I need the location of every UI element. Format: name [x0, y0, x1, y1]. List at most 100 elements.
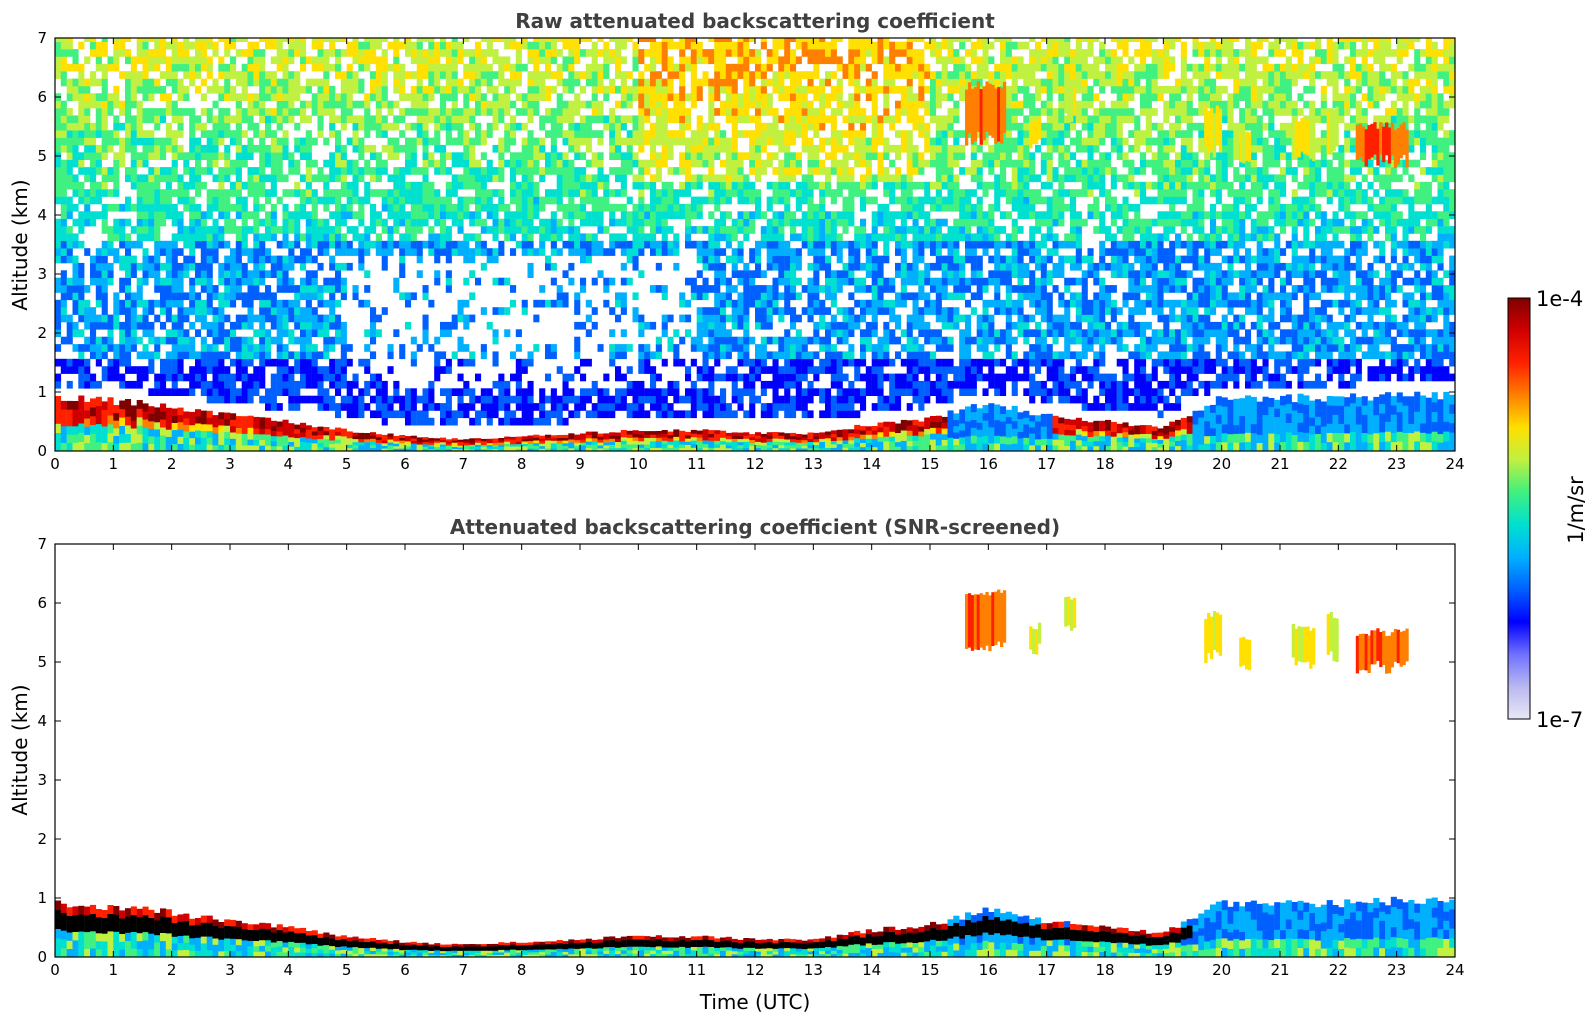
raw-noise-cell	[183, 240, 190, 249]
raw-noise-cell	[673, 115, 680, 124]
raw-noise-cell	[224, 63, 231, 72]
raw-noise-cell	[428, 181, 435, 190]
raw-noise-cell	[171, 78, 178, 87]
raw-noise-cell	[130, 314, 137, 323]
raw-noise-cell	[790, 100, 797, 109]
raw-noise-cell	[650, 395, 657, 404]
raw-noise-cell	[877, 38, 884, 42]
raw-noise-cell	[743, 351, 750, 360]
raw-noise-cell	[95, 358, 102, 367]
raw-noise-cell	[807, 211, 814, 219]
raw-noise-cell	[778, 71, 785, 79]
raw-noise-cell	[486, 196, 493, 205]
raw-noise-cell	[644, 100, 651, 109]
raw-noise-cell	[235, 336, 242, 345]
raw-noise-cell	[130, 63, 137, 72]
raw-noise-cell	[195, 144, 202, 153]
raw-noise-cell	[830, 226, 837, 234]
raw-noise-cell	[865, 321, 872, 330]
raw-noise-cell	[626, 366, 633, 374]
raw-noise-cell	[760, 122, 767, 131]
raw-noise-cell	[836, 211, 843, 219]
raw-noise-cell	[352, 159, 359, 168]
raw-noise-cell	[375, 174, 382, 183]
raw-noise-cell	[300, 41, 307, 50]
raw-noise-cell	[422, 417, 429, 426]
raw-noise-cell	[101, 226, 108, 234]
raw-noise-cell	[288, 71, 295, 79]
raw-noise-cell	[860, 159, 867, 168]
raw-noise-cell	[527, 174, 534, 183]
raw-noise-cell	[125, 270, 132, 278]
raw-noise-cell	[463, 144, 470, 153]
raw-noise-cell	[317, 395, 324, 404]
raw-noise-cell	[463, 240, 470, 249]
raw-noise-cell	[679, 203, 686, 212]
raw-noise-cell	[445, 395, 452, 404]
raw-noise-cell	[638, 233, 645, 242]
raw-noise-cell	[300, 137, 307, 146]
raw-noise-cell	[778, 395, 785, 404]
raw-noise-cell	[212, 358, 219, 367]
raw-noise-cell	[533, 100, 540, 109]
raw-noise-cell	[638, 403, 645, 411]
raw-noise-cell	[469, 122, 476, 131]
raw-noise-cell	[772, 181, 779, 190]
raw-noise-cell	[568, 85, 575, 94]
raw-noise-cell	[842, 71, 849, 79]
raw-noise-cell	[527, 417, 534, 426]
raw-noise-cell	[679, 122, 686, 131]
raw-noise-cell	[702, 403, 709, 411]
raw-noise-cell	[335, 174, 342, 183]
raw-noise-cell	[428, 56, 435, 65]
raw-noise-cell	[778, 130, 785, 138]
raw-noise-cell	[708, 167, 715, 175]
raw-noise-cell	[860, 240, 867, 249]
raw-noise-cell	[270, 85, 277, 94]
raw-noise-cell	[515, 380, 522, 389]
raw-noise-cell	[725, 100, 732, 109]
raw-noise-cell	[160, 167, 167, 175]
raw-noise-cell	[515, 373, 522, 382]
raw-noise-cell	[375, 410, 382, 419]
raw-noise-cell	[247, 78, 254, 87]
raw-noise-cell	[848, 270, 855, 278]
raw-noise-cell	[241, 38, 248, 42]
raw-noise-cell	[422, 137, 429, 146]
raw-noise-cell	[679, 49, 686, 57]
raw-noise-cell	[784, 181, 791, 190]
raw-noise-cell	[655, 152, 662, 160]
raw-noise-cell	[230, 329, 237, 337]
raw-noise-cell	[288, 211, 295, 219]
raw-noise-cell	[270, 144, 277, 153]
raw-noise-cell	[597, 226, 604, 234]
raw-noise-cell	[486, 100, 493, 109]
raw-noise-cell	[690, 285, 697, 293]
raw-noise-cell	[160, 366, 167, 374]
raw-noise-cell	[440, 49, 447, 57]
raw-noise-cell	[113, 218, 120, 227]
raw-noise-cell	[801, 181, 808, 190]
raw-noise-cell	[282, 100, 289, 109]
raw-noise-cell	[860, 218, 867, 227]
raw-noise-cell	[305, 130, 312, 138]
raw-noise-cell	[568, 226, 575, 234]
raw-noise-cell	[527, 144, 534, 153]
raw-noise-cell	[737, 56, 744, 65]
raw-noise-cell	[702, 307, 709, 315]
raw-noise-cell	[405, 292, 412, 301]
raw-noise-cell	[585, 329, 592, 337]
raw-noise-cell	[889, 307, 896, 315]
raw-noise-cell	[136, 174, 143, 183]
raw-noise-cell	[457, 181, 464, 190]
raw-noise-cell	[556, 233, 563, 242]
raw-noise-cell	[294, 314, 301, 323]
raw-noise-cell	[679, 85, 686, 94]
raw-noise-cell	[585, 196, 592, 205]
raw-noise-cell	[451, 49, 458, 57]
raw-noise-cell	[591, 115, 598, 124]
raw-noise-cell	[871, 41, 878, 50]
raw-noise-cell	[807, 203, 814, 212]
raw-noise-cell	[154, 248, 161, 256]
raw-noise-cell	[615, 85, 622, 94]
